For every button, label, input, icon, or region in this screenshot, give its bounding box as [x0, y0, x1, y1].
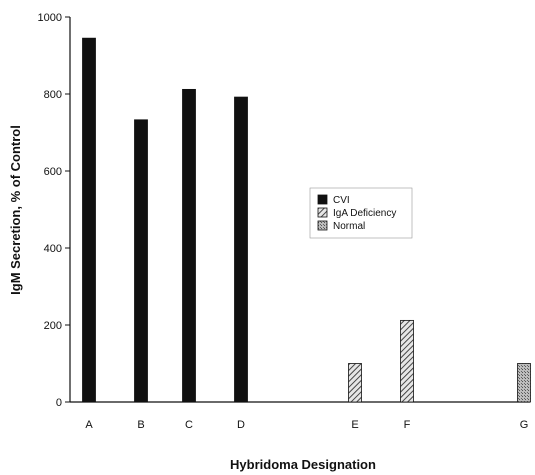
legend-swatch-iga-deficiency	[317, 207, 328, 218]
y-axis: 0 200 400 600 800 1000	[38, 12, 71, 409]
x-tick-label-a: A	[85, 419, 93, 431]
legend-swatch-cvi	[317, 194, 328, 205]
y-tick-label: 600	[44, 166, 62, 178]
bar-b	[134, 119, 148, 403]
y-tick-label: 200	[44, 320, 62, 332]
x-tick-label-b: B	[137, 419, 144, 431]
legend-label-normal: Normal	[333, 221, 365, 232]
legend-swatch-normal	[317, 220, 328, 231]
bars	[82, 37, 531, 403]
x-tick-label-f: F	[404, 419, 411, 431]
bar-d	[234, 96, 248, 403]
y-axis-title: IgM Secretion, % of Control	[8, 125, 23, 295]
bar-c	[182, 88, 196, 403]
x-axis: A B C D E F G	[70, 401, 530, 431]
y-tick-label: 800	[44, 89, 62, 101]
legend-label-iga-deficiency: IgA Deficiency	[333, 208, 396, 219]
x-tick-label-g: G	[520, 419, 529, 431]
x-tick-label-c: C	[185, 419, 193, 431]
x-axis-title: Hybridoma Designation	[230, 457, 376, 472]
bar-e	[348, 363, 362, 403]
y-tick-label: 0	[56, 397, 62, 409]
bar-f	[400, 319, 414, 403]
x-tick-label-d: D	[237, 419, 245, 431]
x-tick-label-e: E	[351, 419, 358, 431]
bar-a	[82, 37, 96, 403]
y-tick-label: 400	[44, 243, 62, 255]
bar-g	[517, 363, 531, 403]
y-tick-label: 1000	[38, 12, 62, 24]
legend: CVI IgA Deficiency Normal	[309, 187, 413, 239]
legend-label-cvi: CVI	[333, 195, 350, 206]
